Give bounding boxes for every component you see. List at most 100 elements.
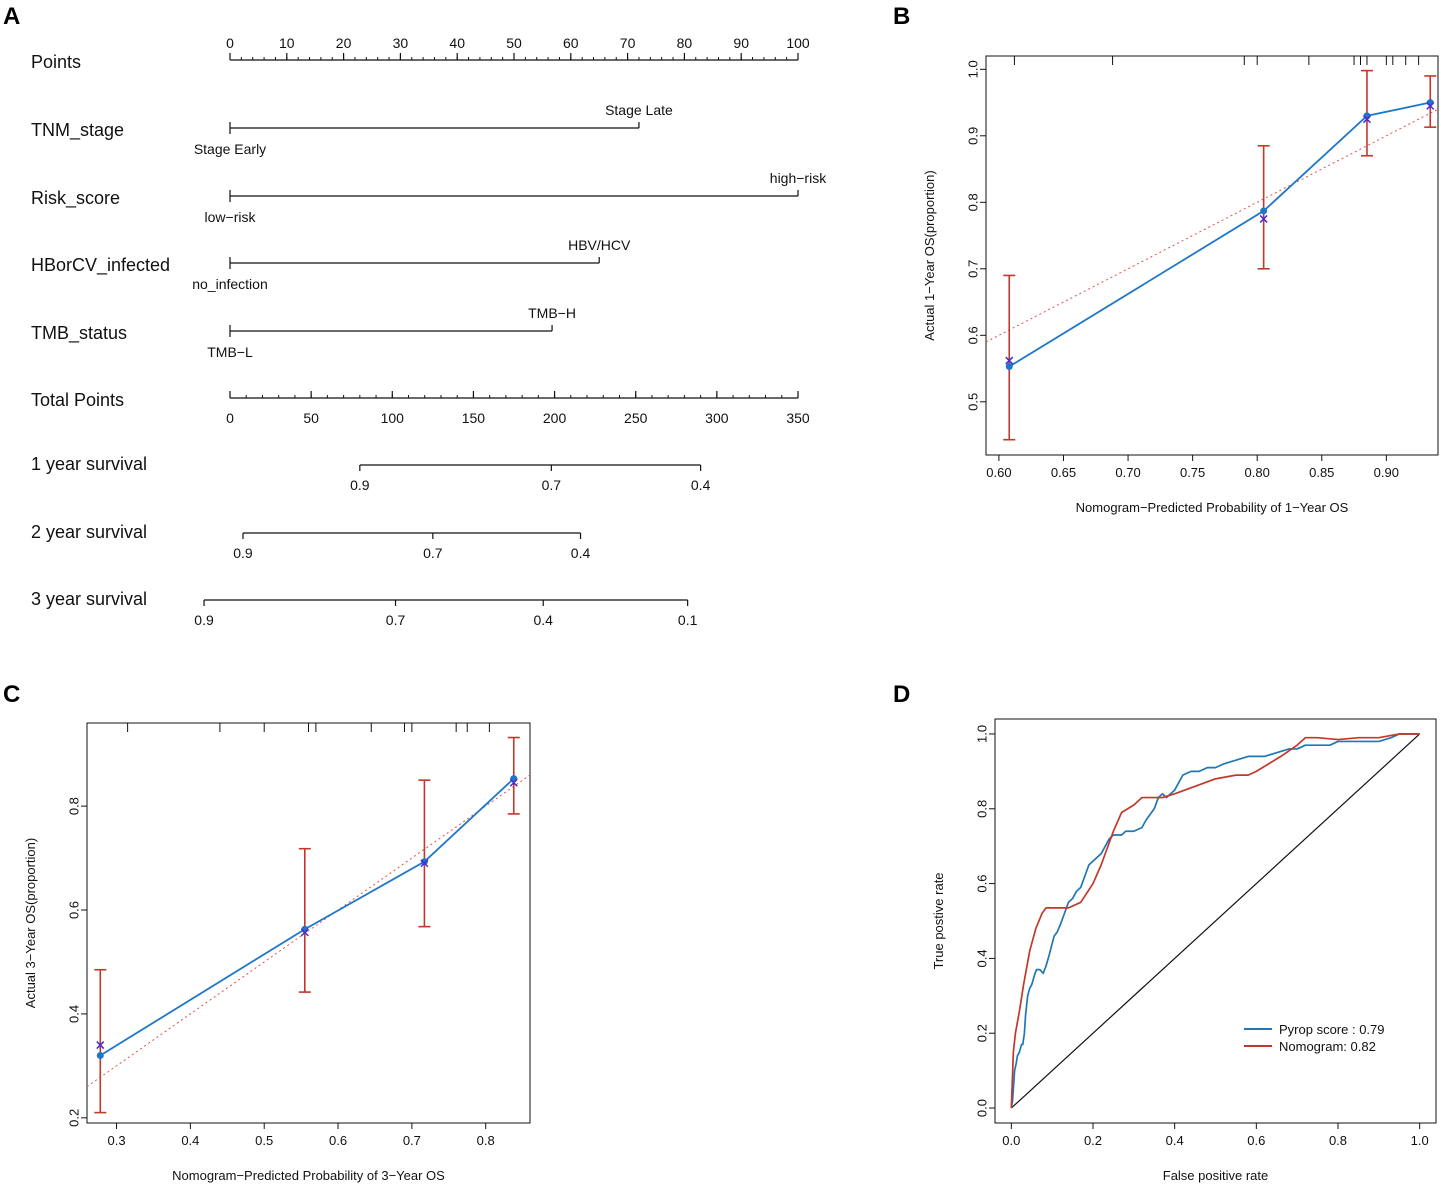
level-label: Stage Early — [194, 141, 266, 157]
survival-label: 0.7 — [423, 545, 443, 561]
survival-label: 0.4 — [691, 477, 711, 493]
legend-label: Nomogram: 0.82 — [1279, 1039, 1376, 1054]
level-label: low−risk — [205, 209, 257, 225]
x-tick-label: 0.7 — [403, 1133, 421, 1148]
reference-diagonal — [1010, 733, 1421, 1109]
x-tick-label: 0.3 — [107, 1133, 125, 1148]
tick-label: 70 — [620, 35, 636, 51]
y-tick-label: 0.5 — [966, 393, 981, 411]
y-tick-label: 0.4 — [975, 949, 990, 967]
legend-label: Pyrop score : 0.79 — [1279, 1022, 1385, 1037]
survival-label: 0.1 — [678, 612, 698, 628]
x-tick-label: 0.4 — [1166, 1133, 1184, 1148]
tick-label: 80 — [677, 35, 693, 51]
plot-frame — [985, 55, 1439, 456]
x-tick-label: 0.60 — [986, 465, 1011, 480]
y-tick-label: 0.6 — [975, 875, 990, 893]
x-tick-label: 0.8 — [1329, 1133, 1347, 1148]
survival-label: 0.9 — [350, 477, 370, 493]
x-axis-label: False positive rate — [1163, 1168, 1269, 1183]
survival-label: 0.7 — [386, 612, 406, 628]
y-tick-label: 0.6 — [67, 901, 82, 919]
tick-label: 20 — [336, 35, 352, 51]
level-label: TMB−H — [528, 305, 576, 321]
y-tick-label: 0.2 — [67, 1109, 82, 1127]
observed-line — [99, 777, 515, 1057]
axis-name-label: 2 year survival — [31, 522, 147, 542]
level-label: HBV/HCV — [568, 237, 631, 253]
bias-corrected-point — [1426, 101, 1435, 110]
y-tick-label: 0.7 — [966, 260, 981, 278]
tick-label: 90 — [733, 35, 749, 51]
level-label: high−risk — [770, 170, 827, 186]
axis-name-label: 3 year survival — [31, 589, 147, 609]
x-axis-label: Nomogram−Predicted Probability of 3−Year… — [172, 1168, 445, 1183]
axis-name-label: TMB_status — [31, 323, 127, 344]
x-tick-label: 0.8 — [477, 1133, 495, 1148]
tick-label: 30 — [393, 35, 409, 51]
tick-label: 50 — [303, 410, 319, 426]
x-tick-label: 0.70 — [1115, 465, 1140, 480]
observed-point — [96, 1051, 104, 1059]
tick-label: 350 — [786, 410, 810, 426]
y-tick-label: 0.8 — [975, 800, 990, 818]
tick-label: 300 — [705, 410, 729, 426]
y-tick-label: 0.4 — [67, 1005, 82, 1023]
bias-corrected-point — [420, 859, 429, 868]
axis-name-label: TNM_stage — [31, 120, 124, 141]
x-tick-label: 0.80 — [1245, 465, 1270, 480]
x-tick-label: 0.0 — [1002, 1133, 1020, 1148]
y-tick-label: 1.0 — [966, 60, 981, 78]
x-tick-label: 0.75 — [1180, 465, 1205, 480]
bias-corrected-point — [1362, 115, 1372, 124]
nomogram-roc-curve — [1010, 733, 1420, 1109]
axis-name-label: Points — [31, 52, 81, 72]
ideal-line — [86, 774, 531, 1088]
y-axis-label: Actual 3−Year OS(proportion) — [23, 838, 38, 1008]
bias-corrected-point — [509, 778, 518, 787]
x-tick-label: 0.6 — [1247, 1133, 1265, 1148]
panel-label-d: D — [893, 681, 910, 708]
tick-label: 0 — [226, 35, 234, 51]
panel-label-c: C — [3, 681, 20, 708]
y-tick-label: 1.0 — [975, 725, 990, 743]
observed-point — [1260, 207, 1268, 215]
x-tick-label: 0.4 — [181, 1133, 199, 1148]
x-tick-label: 0.90 — [1374, 465, 1399, 480]
tick-label: 60 — [563, 35, 579, 51]
observed-point — [1005, 363, 1013, 371]
x-tick-label: 0.65 — [1051, 465, 1076, 480]
observed-line — [1008, 101, 1431, 368]
calibration-1yr-panel: 0.60 0.65 0.70 0.75 0.80 0.85 0.90 0.5 0.6 0.7 0.8… — [922, 55, 1439, 515]
tick-label: 40 — [449, 35, 465, 51]
y-tick-label: 0.9 — [966, 127, 981, 145]
tick-label: 150 — [462, 410, 486, 426]
ideal-line — [985, 108, 1439, 343]
tick-label: 10 — [279, 35, 295, 51]
level-label: no_infection — [192, 276, 268, 292]
tick-label: 200 — [543, 410, 567, 426]
panel-label-b: B — [893, 3, 910, 30]
x-tick-label: 1.0 — [1411, 1133, 1429, 1148]
x-axis-label: Nomogram−Predicted Probability of 1−Year… — [1076, 500, 1349, 515]
survival-label: 0.9 — [233, 545, 253, 561]
x-tick-label: 0.85 — [1309, 465, 1334, 480]
bias-corrected-point — [1259, 214, 1268, 223]
plot-frame — [86, 722, 531, 1124]
axis-name-label: Risk_score — [31, 188, 120, 209]
survival-label: 0.7 — [542, 477, 562, 493]
level-label: TMB−L — [207, 344, 253, 360]
y-axis-label: True postive rate — [931, 872, 946, 969]
tick-label: 50 — [506, 35, 522, 51]
survival-label: 0.4 — [533, 612, 553, 628]
x-tick-label: 0.5 — [255, 1133, 273, 1148]
plot-frame — [994, 718, 1437, 1124]
survival-label: 0.9 — [194, 612, 214, 628]
y-tick-label: 0.8 — [966, 193, 981, 211]
level-label: Stage Late — [605, 102, 673, 118]
y-tick-label: 0.6 — [966, 326, 981, 344]
y-axis-label: Actual 1−Year OS(proportion) — [922, 170, 937, 340]
y-tick-label: 0.8 — [67, 797, 82, 815]
roc-panel: 0.0 0.2 0.4 0.6 0.8 1.0 0.0 0.2 0.4 0.6 0.8 1.0 Fals… — [931, 718, 1437, 1183]
